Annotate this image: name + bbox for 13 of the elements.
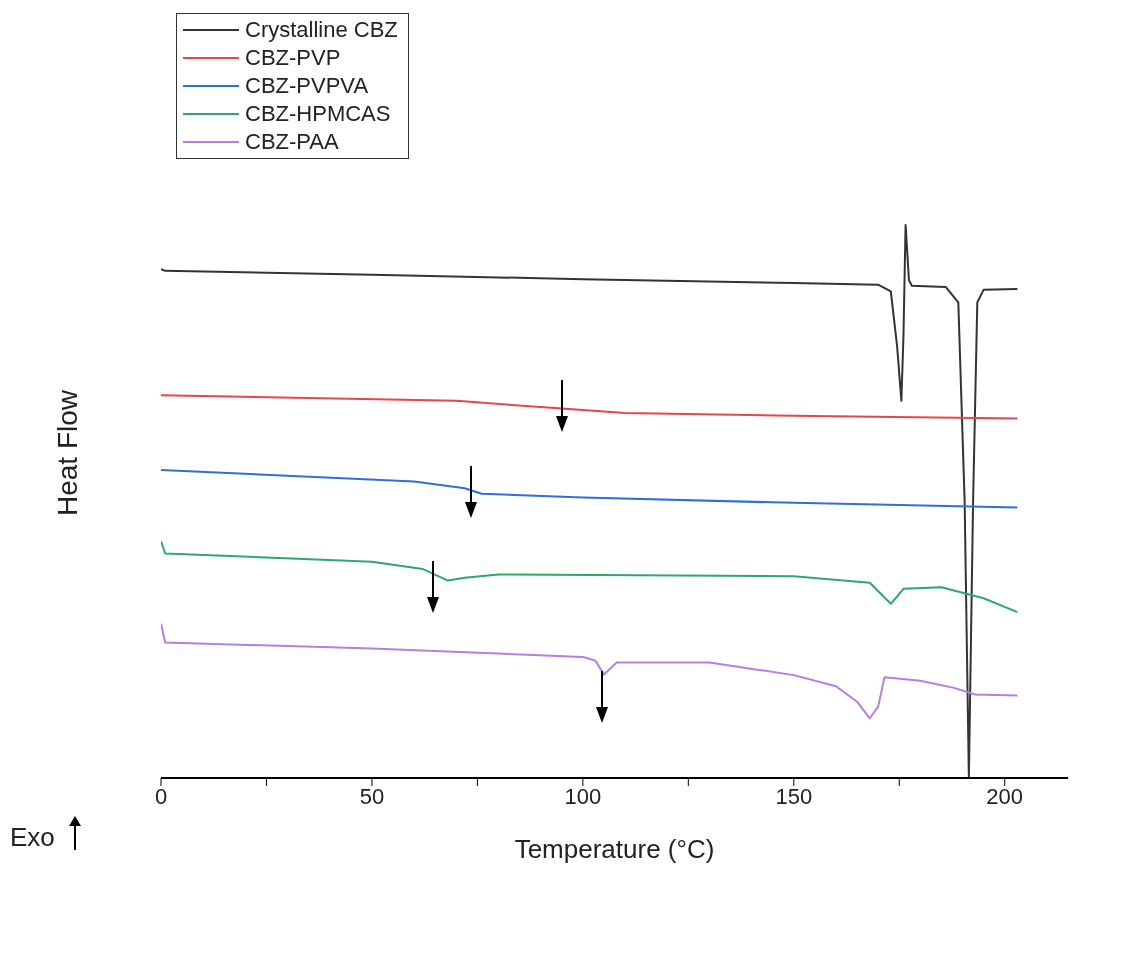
legend-label: Crystalline CBZ — [245, 16, 398, 44]
x-tick-label: 50 — [359, 783, 385, 809]
legend-label: CBZ-PVPVA — [245, 72, 369, 100]
x-tick-label: 200 — [986, 783, 1024, 809]
legend-label: CBZ-PVP — [245, 44, 341, 72]
x-tick-label: 0 — [154, 783, 168, 809]
legend-label: CBZ-PAA — [245, 128, 339, 156]
x-tick-label: 150 — [775, 783, 813, 809]
x-tick-label: 100 — [564, 783, 602, 809]
x-axis-title: Temperature (°C) — [514, 834, 715, 864]
y-axis-title: Heat Flow — [52, 389, 84, 517]
legend-label: CBZ-HPMCAS — [245, 100, 391, 128]
text: Exo — [10, 822, 55, 853]
